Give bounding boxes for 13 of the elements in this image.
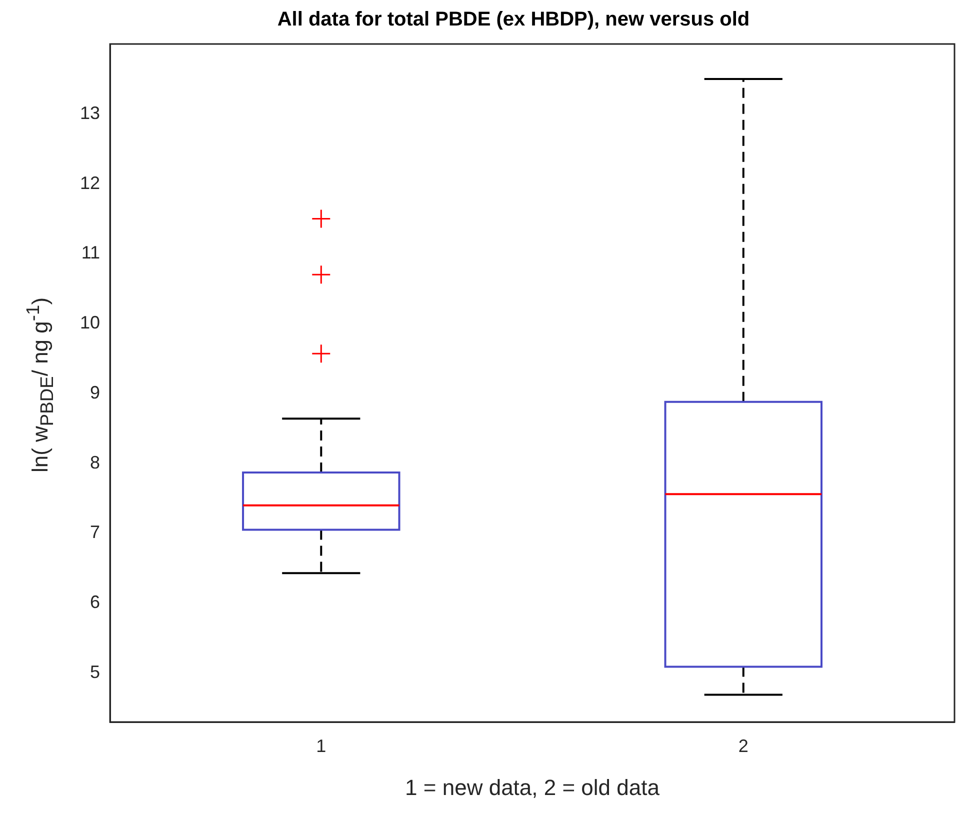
y-tick-label: 12 — [80, 172, 100, 193]
x-tick-label: 1 — [316, 736, 326, 756]
y-tick-label: 9 — [90, 382, 100, 402]
y-tick-label: 13 — [80, 102, 100, 123]
y-tick-label: 6 — [90, 592, 100, 612]
x-axis-title: 1 = new data, 2 = old data — [405, 774, 660, 800]
y-tick-label: 7 — [90, 522, 100, 542]
chart-title: All data for total PBDE (ex HBDP), new versus old — [277, 8, 750, 31]
y-tick-label: 5 — [90, 662, 100, 682]
y-tick-label: 11 — [81, 242, 100, 263]
y-tick-label: 8 — [90, 452, 100, 472]
x-tick-label: 2 — [738, 736, 748, 756]
y-tick-label: 10 — [80, 312, 100, 333]
